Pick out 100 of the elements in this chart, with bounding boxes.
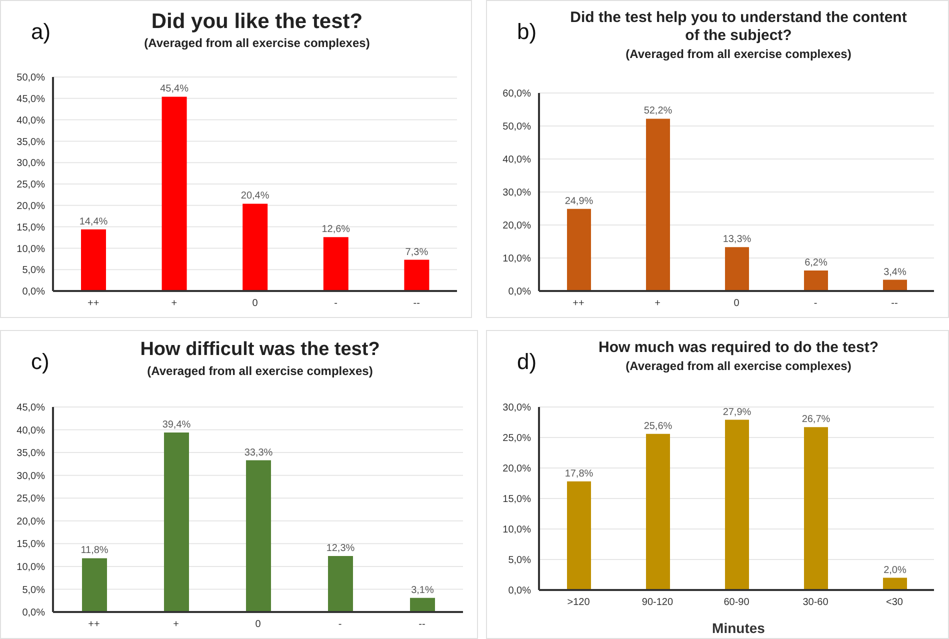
bar bbox=[410, 598, 435, 612]
y-tick-label: 10,0% bbox=[502, 524, 532, 536]
y-tick-label: 35,0% bbox=[16, 448, 46, 460]
y-tick-label: 10,0% bbox=[502, 254, 532, 265]
bar bbox=[81, 229, 106, 291]
data-label: 14,4% bbox=[79, 216, 108, 228]
y-tick-label: 45,0% bbox=[16, 94, 46, 105]
bar bbox=[404, 260, 430, 291]
bar bbox=[804, 427, 828, 590]
bar bbox=[246, 460, 271, 612]
data-label: 12,6% bbox=[322, 224, 350, 236]
y-tick-label: 30,0% bbox=[16, 158, 46, 170]
x-tick-label: -- bbox=[413, 298, 420, 310]
data-label: 3,4% bbox=[884, 266, 907, 278]
y-tick-label: 40,0% bbox=[502, 154, 532, 166]
data-label: 25,6% bbox=[644, 420, 672, 432]
y-tick-label: 50,0% bbox=[16, 72, 46, 84]
y-tick-label: 5,0% bbox=[508, 555, 532, 566]
chart-title: Did the test help you to understand the content of the subject? bbox=[569, 9, 908, 45]
x-tick-label: ++ bbox=[572, 298, 584, 310]
x-tick-label: ++ bbox=[88, 298, 100, 310]
x-tick-label: -- bbox=[418, 619, 426, 630]
data-label: 6,2% bbox=[804, 258, 828, 269]
y-tick-label: 30,0% bbox=[502, 188, 532, 199]
y-tick-label: 30,0% bbox=[16, 470, 46, 482]
y-tick-label: 30,0% bbox=[502, 402, 532, 414]
bar bbox=[162, 96, 187, 291]
bar bbox=[883, 578, 907, 590]
chart-title: Did you like the test? bbox=[150, 9, 364, 34]
x-tick-label: 30-60 bbox=[802, 597, 829, 608]
x-axis-title: Minutes bbox=[711, 620, 766, 636]
bar bbox=[242, 204, 268, 291]
x-tick-label: 0 bbox=[734, 298, 740, 310]
y-tick-label: 10,0% bbox=[16, 244, 46, 255]
bar bbox=[725, 247, 749, 291]
bar bbox=[804, 270, 828, 291]
chart-title: How difficult was the test? bbox=[139, 339, 381, 362]
y-tick-label: 0,0% bbox=[508, 286, 532, 298]
y-tick-label: 45,0% bbox=[16, 402, 46, 414]
data-label: 11,8% bbox=[80, 545, 108, 556]
y-tick-label: 25,0% bbox=[16, 494, 46, 505]
y-tick-label: 0,0% bbox=[22, 286, 46, 298]
y-tick-label: 50,0% bbox=[502, 122, 532, 133]
data-label: 33,3% bbox=[244, 447, 273, 458]
text: d) bbox=[517, 349, 537, 375]
bar bbox=[323, 237, 348, 291]
x-tick-label: + bbox=[654, 298, 661, 310]
data-label: 12,3% bbox=[326, 542, 355, 554]
x-tick-label: - bbox=[334, 298, 338, 310]
data-label: 39,4% bbox=[162, 420, 191, 431]
y-tick-label: 20,0% bbox=[16, 516, 46, 528]
chart-title: How much was required to do the test? bbox=[597, 339, 880, 357]
text: a) bbox=[31, 19, 51, 45]
data-label: 2,0% bbox=[884, 564, 907, 576]
y-tick-label: 0,0% bbox=[508, 586, 532, 597]
y-tick-label: 5,0% bbox=[22, 265, 46, 276]
bar bbox=[646, 118, 670, 291]
y-tick-label: 15,0% bbox=[16, 539, 46, 550]
data-label: 45,4% bbox=[160, 84, 189, 95]
x-tick-label: >120 bbox=[567, 597, 590, 608]
y-tick-label: 5,0% bbox=[22, 584, 46, 596]
y-tick-label: 0,0% bbox=[22, 608, 46, 619]
bar bbox=[328, 556, 353, 612]
y-tick-label: 10,0% bbox=[16, 562, 46, 573]
data-label: 24,9% bbox=[564, 196, 594, 207]
y-tick-label: 40,0% bbox=[16, 115, 46, 126]
bar bbox=[82, 558, 107, 612]
y-tick-label: 60,0% bbox=[502, 88, 532, 100]
data-label: 3,1% bbox=[411, 584, 434, 596]
x-tick-label: - bbox=[338, 619, 342, 630]
data-label: 7,3% bbox=[405, 246, 428, 258]
chart-subtitle: (Averaged from all exercise complexes) bbox=[146, 364, 374, 378]
x-tick-label: -- bbox=[891, 298, 898, 310]
x-tick-label: 0 bbox=[255, 619, 262, 630]
y-tick-label: 20,0% bbox=[502, 220, 532, 232]
bar bbox=[567, 481, 591, 590]
y-tick-label: 15,0% bbox=[16, 222, 46, 234]
y-tick-label: 20,0% bbox=[502, 464, 532, 475]
data-label: 20,4% bbox=[240, 190, 270, 202]
y-tick-label: 40,0% bbox=[16, 425, 46, 436]
x-tick-label: + bbox=[171, 298, 178, 310]
chart-subtitle: (Averaged from all exercise complexes) bbox=[143, 36, 371, 50]
y-tick-label: 25,0% bbox=[502, 433, 532, 444]
x-tick-label: <30 bbox=[886, 597, 904, 608]
chart-subtitle: (Averaged from all exercise complexes) bbox=[624, 359, 852, 373]
text: c) bbox=[31, 349, 50, 375]
bar bbox=[646, 434, 670, 590]
x-tick-label: - bbox=[814, 298, 818, 310]
data-label: 26,7% bbox=[802, 414, 830, 426]
bar bbox=[567, 208, 591, 291]
x-tick-label: ++ bbox=[88, 619, 100, 630]
x-tick-label: 60-90 bbox=[724, 597, 750, 608]
data-label: 52,2% bbox=[644, 106, 672, 117]
data-label: 27,9% bbox=[722, 406, 752, 418]
y-tick-label: 25,0% bbox=[16, 180, 46, 191]
x-tick-label: 90-120 bbox=[642, 597, 674, 608]
bar bbox=[725, 420, 749, 590]
bar bbox=[164, 432, 189, 612]
data-label: 13,3% bbox=[722, 234, 752, 246]
y-tick-label: 15,0% bbox=[502, 494, 532, 506]
